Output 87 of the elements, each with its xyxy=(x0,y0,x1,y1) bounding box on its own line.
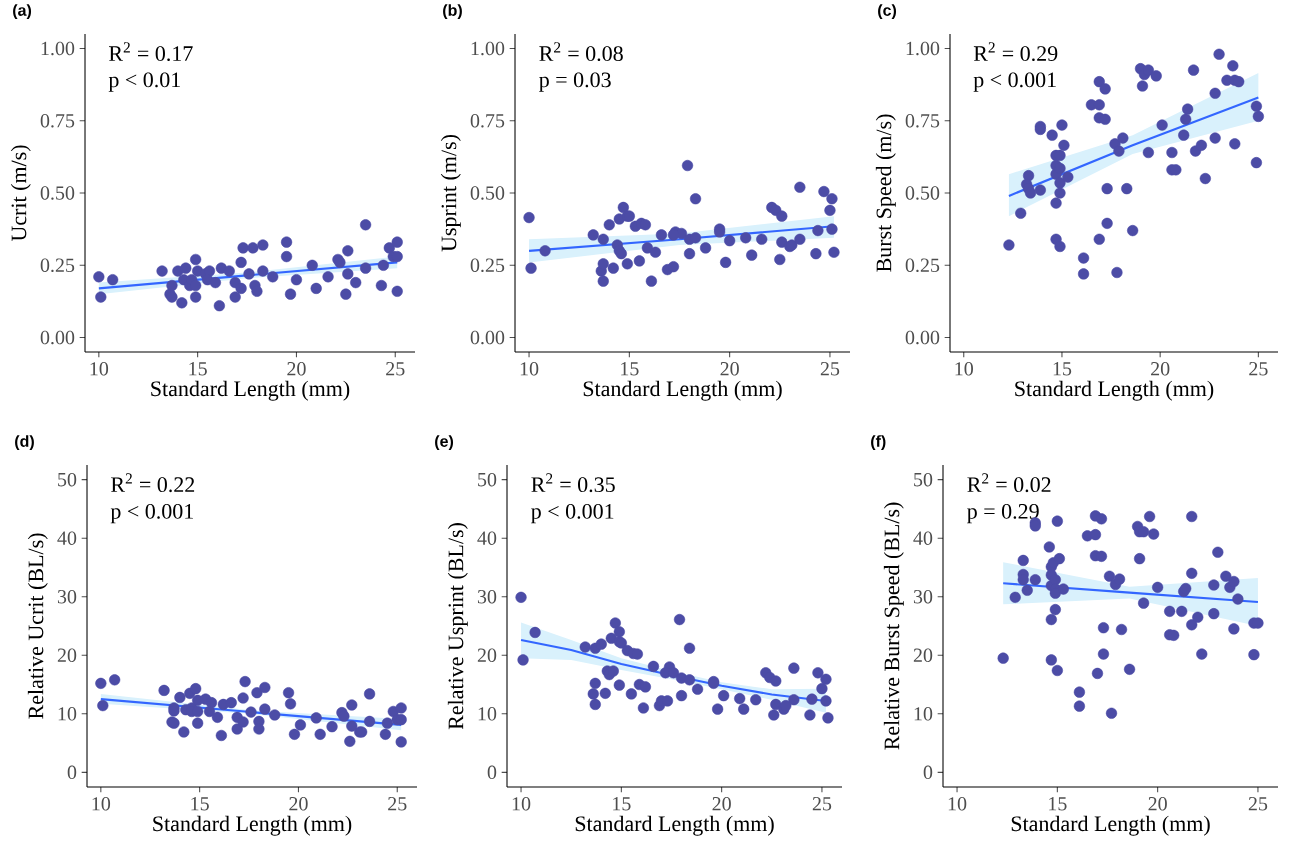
y-axis-title: Burst Speed (m/s) xyxy=(875,114,896,272)
annotation: p = 0.03 xyxy=(539,72,611,92)
chart-title: (c) xyxy=(878,4,897,20)
y-tick-label: 0.25 xyxy=(470,258,505,273)
y-tick-label: 0 xyxy=(487,765,497,780)
y-tick-label: 10 xyxy=(914,707,933,721)
x-axis-title: Standard Length (mm) xyxy=(1011,815,1210,836)
y-tick-label: 1.00 xyxy=(471,41,505,56)
y-tick-label: 0.25 xyxy=(40,258,75,273)
y-tick-label: 50 xyxy=(58,472,77,487)
x-tick-label: 25 xyxy=(812,797,832,811)
y-tick-label: 50 xyxy=(478,472,497,487)
x-tick-label: 20 xyxy=(287,362,306,376)
y-tick-label: 1.00 xyxy=(906,41,940,56)
annotation: p < 0.001 xyxy=(531,503,614,524)
x-tick-label: 15 xyxy=(191,797,209,811)
y-tick-label: 40 xyxy=(477,531,497,545)
x-axis-title: Standard Length (mm) xyxy=(583,380,782,401)
x-tick-label: 20 xyxy=(720,362,739,376)
annotation: R$^{2}$ = 0.08 xyxy=(539,42,623,62)
y-tick-label: 1.00 xyxy=(41,41,75,56)
chart-title: (f) xyxy=(871,435,886,451)
annotation: p < 0.001 xyxy=(110,503,193,524)
y-tick-label: 20 xyxy=(913,648,933,663)
y-tick-label: 0 xyxy=(923,765,933,780)
x-tick-label: 10 xyxy=(90,362,109,376)
y-tick-label: 20 xyxy=(477,648,497,663)
x-axis-title: Standard Length (mm) xyxy=(151,380,350,401)
y-tick-label: 0.50 xyxy=(470,186,505,200)
annotation: R$^{2}$ = 0.22 xyxy=(111,473,195,493)
x-tick-label: 10 xyxy=(92,797,111,811)
annotation: p < 0.01 xyxy=(108,72,180,92)
y-tick-label: 0.00 xyxy=(40,330,75,345)
y-tick-label: 10 xyxy=(58,707,77,721)
x-tick-label: 25 xyxy=(388,797,407,811)
y-tick-label: 0.50 xyxy=(40,186,75,200)
x-tick-label: 10 xyxy=(948,797,967,811)
y-tick-label: 40 xyxy=(913,531,933,545)
y-tick-label: 0 xyxy=(67,765,77,780)
x-tick-label: 10 xyxy=(520,362,539,376)
chart-title: (a) xyxy=(13,4,32,20)
y-tick-label: 50 xyxy=(914,472,933,487)
x-tick-label: 10 xyxy=(955,362,973,376)
x-tick-label: 15 xyxy=(1053,362,1072,376)
x-axis-title: Standard Length (mm) xyxy=(153,815,352,836)
annotation: p = 0.29 xyxy=(967,503,1039,524)
annotation: R$^{2}$ = 0.02 xyxy=(967,473,1051,493)
x-tick-label: 10 xyxy=(512,797,531,811)
y-axis-title: Usprint (m/s) xyxy=(440,135,461,252)
x-tick-label: 15 xyxy=(621,362,639,376)
chart-title: (e) xyxy=(435,435,454,451)
annotation: R$^{2}$ = 0.17 xyxy=(109,42,193,62)
y-axis-title: Relative Ucrit (BL/s) xyxy=(27,533,48,719)
x-tick-label: 20 xyxy=(712,797,731,811)
y-tick-label: 20 xyxy=(57,648,77,663)
x-tick-label: 25 xyxy=(1248,797,1268,811)
x-tick-label: 15 xyxy=(1049,797,1067,811)
chart-title: (d) xyxy=(15,435,34,451)
y-tick-label: 30 xyxy=(57,589,77,604)
y-tick-label: 30 xyxy=(913,589,933,604)
x-axis-title: Standard Length (mm) xyxy=(575,815,774,836)
x-tick-label: 15 xyxy=(189,362,207,376)
y-tick-label: 40 xyxy=(57,531,77,545)
x-tick-label: 25 xyxy=(1249,362,1268,376)
y-tick-label: 0.75 xyxy=(40,113,75,128)
annotation: R$^{2}$ = 0.29 xyxy=(973,42,1058,62)
y-tick-label: 0.75 xyxy=(905,113,940,128)
chart-title: (b) xyxy=(443,4,462,20)
x-tick-label: 25 xyxy=(820,362,840,376)
y-tick-label: 10 xyxy=(478,707,497,721)
annotation: R$^{2}$ = 0.35 xyxy=(531,473,615,493)
annotation: p < 0.001 xyxy=(973,72,1056,92)
y-tick-label: 0.75 xyxy=(470,113,505,128)
x-tick-label: 20 xyxy=(289,797,308,811)
x-tick-label: 15 xyxy=(613,797,631,811)
y-tick-label: 0.00 xyxy=(905,330,940,345)
x-tick-label: 20 xyxy=(1148,797,1167,811)
x-tick-label: 20 xyxy=(1151,362,1170,376)
y-tick-label: 0.00 xyxy=(470,330,505,345)
y-axis-title: Relative Burst Speed (BL/s) xyxy=(883,502,904,750)
y-tick-label: 0.25 xyxy=(905,258,940,273)
x-axis-title: Standard Length (mm) xyxy=(1015,380,1214,401)
y-axis-title: Relative Usprint (BL/s) xyxy=(447,523,468,730)
y-tick-label: 30 xyxy=(477,589,497,604)
x-tick-label: 25 xyxy=(386,362,405,376)
y-tick-label: 0.50 xyxy=(905,186,940,200)
y-axis-title: Ucrit (m/s) xyxy=(10,145,31,242)
